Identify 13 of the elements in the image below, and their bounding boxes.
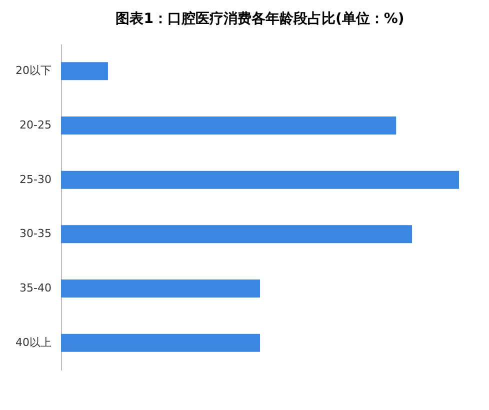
- y-tick-label: 35-40: [20, 282, 52, 294]
- bar: [61, 170, 459, 189]
- y-tick-label: 25-30: [20, 172, 52, 186]
- bar: [61, 62, 108, 80]
- y-tick-label: 20以下: [16, 64, 52, 78]
- y-tick-label: 40以上: [16, 336, 52, 349]
- chart-title: 图表1：口腔医疗消费各年龄段占比(单位：%): [116, 10, 404, 27]
- bar: [61, 225, 412, 244]
- bar: [61, 334, 260, 352]
- bar: [61, 280, 260, 298]
- y-tick-label: 30-35: [20, 227, 52, 240]
- y-tick-label: 20-25: [20, 118, 52, 132]
- bar: [61, 116, 396, 134]
